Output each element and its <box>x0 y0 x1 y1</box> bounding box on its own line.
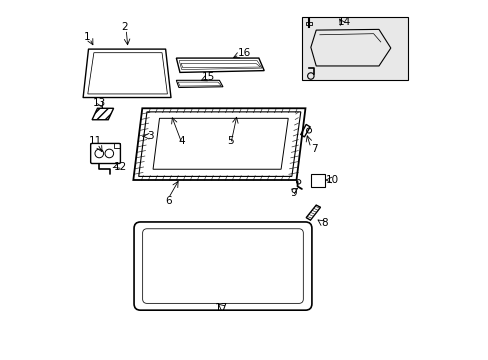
Bar <box>301 17 407 80</box>
Text: 12: 12 <box>114 162 127 172</box>
Polygon shape <box>92 108 113 120</box>
Text: 11: 11 <box>89 136 102 146</box>
Text: 4: 4 <box>179 136 185 146</box>
Bar <box>113 143 120 148</box>
Bar <box>310 174 325 187</box>
Text: 9: 9 <box>290 188 297 198</box>
Text: 10: 10 <box>325 175 338 185</box>
Text: 2: 2 <box>121 22 127 32</box>
Bar <box>305 22 311 25</box>
Text: 3: 3 <box>146 131 153 141</box>
Text: 8: 8 <box>321 218 327 228</box>
Text: 1: 1 <box>83 32 90 41</box>
Text: 7: 7 <box>310 144 317 154</box>
Text: 17: 17 <box>214 303 227 314</box>
Text: 6: 6 <box>165 196 171 206</box>
Text: 15: 15 <box>202 72 215 82</box>
Text: 16: 16 <box>237 48 251 58</box>
Text: 14: 14 <box>338 17 351 27</box>
Text: 13: 13 <box>92 98 106 108</box>
Text: 5: 5 <box>227 136 234 146</box>
